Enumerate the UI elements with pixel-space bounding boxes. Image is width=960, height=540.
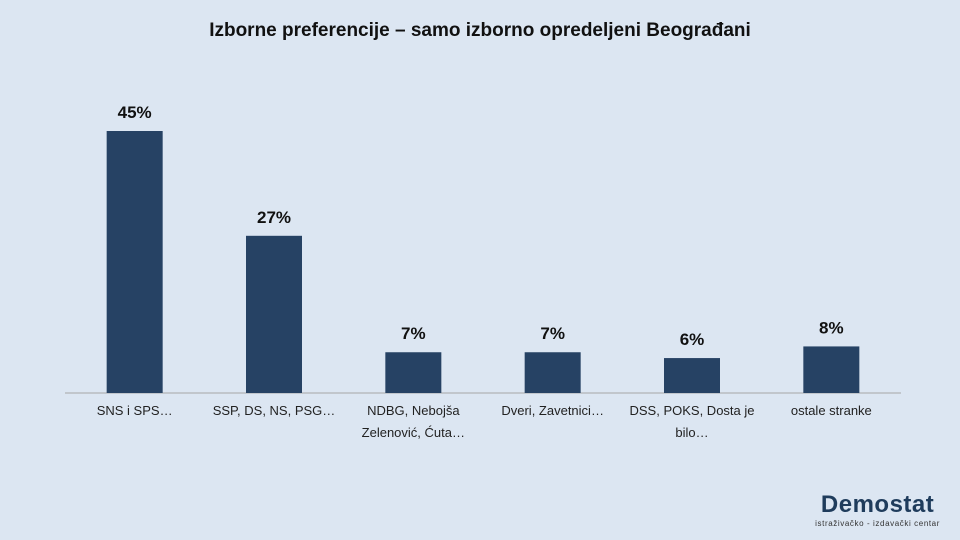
bar: [246, 235, 302, 393]
value-label: 7%: [540, 324, 565, 343]
logo-tagline: istraživačko - izdavački centar: [815, 519, 940, 528]
x-tick-label: ostale stranke: [790, 403, 872, 418]
value-label: 7%: [401, 324, 426, 343]
x-tick-label: DSS, POKS, Dosta je bilo…: [629, 403, 755, 440]
value-label: 6%: [680, 330, 705, 349]
bar: [664, 358, 720, 393]
value-label: 8%: [819, 318, 844, 337]
bar: [106, 131, 163, 393]
bar: [385, 352, 442, 393]
logo-name: Demostat: [820, 491, 935, 518]
x-tick-label: NDBG, Nebojša Zelenović, Ćuta…: [361, 403, 465, 440]
x-tick-label: SSP, DS, NS, PSG…: [212, 403, 336, 418]
value-label: 27%: [257, 208, 291, 227]
x-tick-label: Dveri, Zavetnici…: [501, 403, 604, 418]
chart-title: Izborne preferencije – samo izborno opre…: [209, 20, 751, 41]
logo: Demostat istraživačko - izdavački centar: [815, 491, 940, 528]
x-tick-label: SNS i SPS…: [96, 403, 173, 418]
bar: [524, 352, 581, 393]
bar: [803, 346, 860, 393]
value-label: 45%: [118, 103, 152, 122]
